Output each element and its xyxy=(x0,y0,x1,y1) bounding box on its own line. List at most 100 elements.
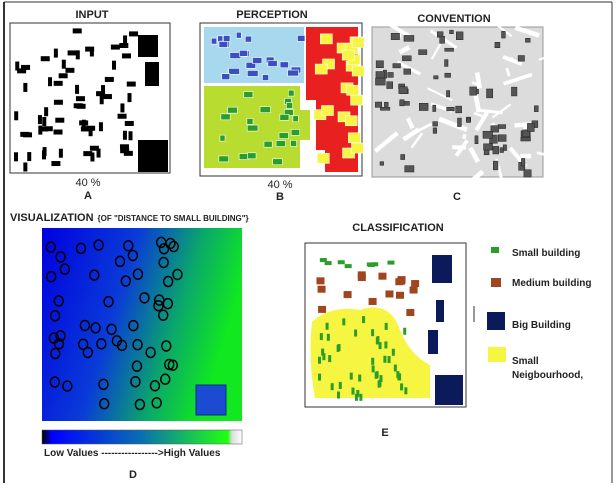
building xyxy=(318,374,321,381)
building xyxy=(196,385,226,415)
building xyxy=(398,373,401,380)
panel-label: D xyxy=(129,469,137,481)
building xyxy=(119,43,128,48)
building xyxy=(23,162,27,171)
building xyxy=(14,111,18,120)
building xyxy=(120,103,124,112)
building xyxy=(320,34,332,44)
building xyxy=(354,330,357,337)
building xyxy=(293,116,298,122)
building xyxy=(38,126,42,135)
building xyxy=(371,329,374,336)
building xyxy=(384,102,388,106)
building xyxy=(219,41,228,47)
building xyxy=(518,56,524,62)
building xyxy=(54,130,63,135)
building xyxy=(279,133,289,139)
building xyxy=(280,62,288,68)
street xyxy=(477,73,480,89)
building xyxy=(388,72,394,77)
building xyxy=(372,365,375,372)
building xyxy=(447,107,455,111)
building xyxy=(318,306,326,313)
building xyxy=(376,61,383,68)
building xyxy=(350,373,353,380)
building xyxy=(223,36,230,42)
panel-label: E xyxy=(381,427,388,439)
building xyxy=(434,76,438,79)
building xyxy=(127,82,136,87)
building xyxy=(90,146,99,151)
panel-title: INPUT xyxy=(76,9,109,21)
building xyxy=(120,144,129,149)
building xyxy=(124,151,133,156)
building xyxy=(43,147,47,156)
building xyxy=(347,85,359,95)
building xyxy=(498,125,505,129)
building xyxy=(100,95,104,104)
building xyxy=(76,96,85,101)
building xyxy=(376,337,379,344)
building xyxy=(385,290,393,297)
building xyxy=(534,106,538,112)
building xyxy=(54,81,63,86)
building xyxy=(344,291,352,298)
building xyxy=(118,114,127,119)
building xyxy=(138,140,168,172)
building xyxy=(470,87,477,95)
building xyxy=(404,387,407,394)
page: {"panels": { "input": {"title": "INPUT",… xyxy=(0,0,616,483)
building xyxy=(527,123,534,131)
building xyxy=(352,66,364,76)
building xyxy=(358,375,361,382)
building xyxy=(342,50,354,60)
building xyxy=(129,31,138,36)
building xyxy=(103,94,112,99)
building xyxy=(410,286,418,293)
building xyxy=(54,49,58,58)
legend-label: Medium building xyxy=(512,278,591,289)
building xyxy=(90,152,94,161)
building xyxy=(320,333,323,340)
building xyxy=(404,35,414,41)
building xyxy=(111,45,120,50)
building xyxy=(445,60,448,67)
street xyxy=(464,134,465,139)
building xyxy=(268,60,277,66)
building xyxy=(396,292,404,299)
building xyxy=(393,64,401,68)
building xyxy=(38,115,42,124)
building xyxy=(446,91,449,97)
building xyxy=(229,68,240,74)
building xyxy=(419,103,428,110)
building xyxy=(288,90,294,96)
building xyxy=(456,32,463,40)
building xyxy=(316,277,324,284)
building xyxy=(392,349,395,356)
building xyxy=(247,70,258,76)
building xyxy=(273,159,283,165)
building xyxy=(129,131,133,140)
building xyxy=(391,33,399,39)
building xyxy=(14,152,18,161)
building xyxy=(524,170,531,177)
building xyxy=(394,365,397,372)
title: VISUALIZATION xyxy=(10,212,94,224)
building xyxy=(55,118,64,123)
building xyxy=(338,260,345,264)
building xyxy=(264,141,272,147)
building xyxy=(445,48,454,51)
building xyxy=(432,255,452,283)
caption: 40 % xyxy=(75,177,100,189)
building xyxy=(338,344,341,351)
building xyxy=(123,131,127,140)
legend-label: Big Building xyxy=(512,320,571,331)
building xyxy=(220,135,225,141)
building xyxy=(280,114,289,120)
caption: 40 % xyxy=(267,179,292,191)
building xyxy=(286,102,292,108)
building xyxy=(404,69,411,74)
building xyxy=(122,53,131,58)
building xyxy=(502,31,506,38)
building xyxy=(359,394,362,401)
